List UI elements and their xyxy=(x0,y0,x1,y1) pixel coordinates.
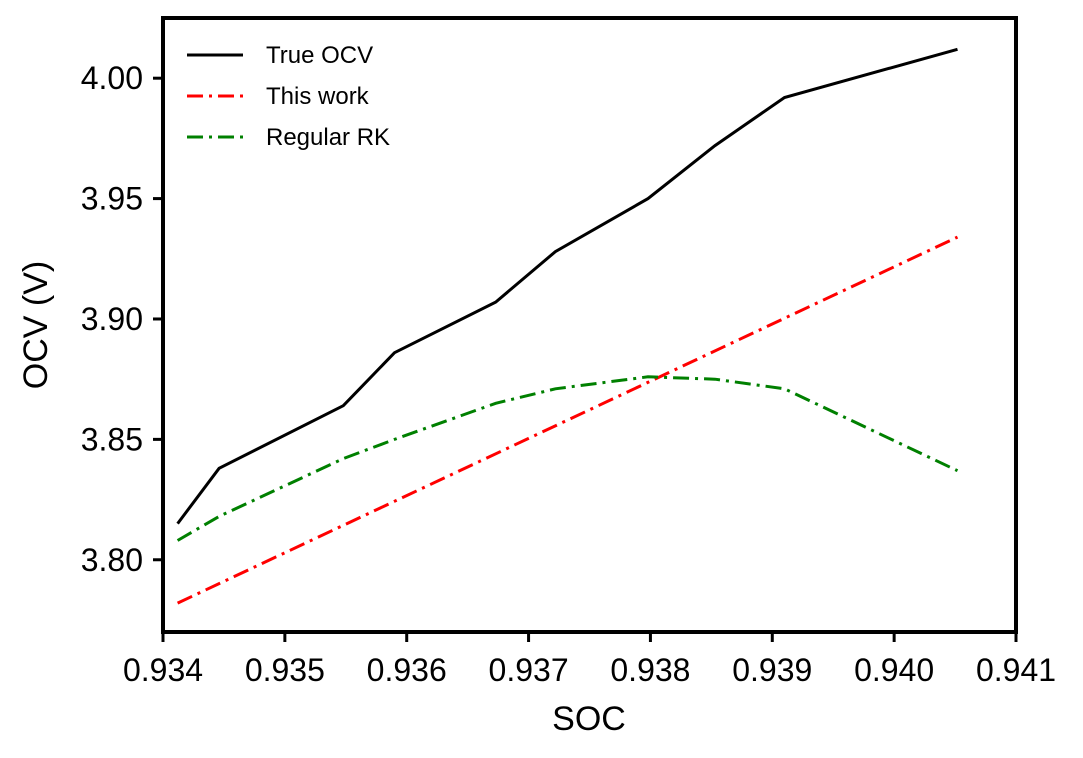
x-tick-label: 0.939 xyxy=(732,652,812,688)
y-tick-label: 3.90 xyxy=(81,301,143,337)
legend-label-true-ocv: True OCV xyxy=(266,42,373,69)
y-axis: 3.80 3.85 3.90 3.95 4.00 xyxy=(81,60,163,578)
y-axis-title: OCV (V) xyxy=(17,261,55,389)
y-tick-label: 4.00 xyxy=(81,60,143,96)
y-tick-label: 3.95 xyxy=(81,181,143,217)
legend-label-regular-rk: Regular RK xyxy=(266,124,390,151)
x-tick-label: 0.936 xyxy=(367,652,447,688)
x-axis: 0.934 0.935 0.936 0.937 0.938 0.939 0.940 0.941 xyxy=(123,632,1056,688)
y-tick-label: 3.85 xyxy=(81,421,143,457)
legend-label-this-work: This work xyxy=(266,83,370,110)
x-tick-label: 0.938 xyxy=(610,652,690,688)
axes-frame xyxy=(161,16,1018,634)
series-line-true-ocv xyxy=(176,47,958,525)
x-tick-label: 0.940 xyxy=(854,652,934,688)
x-tick-label: 0.934 xyxy=(123,652,203,688)
x-tick-label: 0.941 xyxy=(976,652,1056,688)
x-tick-label: 0.937 xyxy=(489,652,569,688)
x-tick-label: 0.935 xyxy=(245,652,325,688)
legend: True OCV This work Regular RK xyxy=(187,42,390,151)
x-axis-title: SOC xyxy=(552,700,626,738)
series-line-regular-rk xyxy=(176,375,959,542)
series-line-this-work xyxy=(176,235,959,605)
series-layer xyxy=(176,47,959,605)
y-tick-label: 3.80 xyxy=(81,542,143,578)
